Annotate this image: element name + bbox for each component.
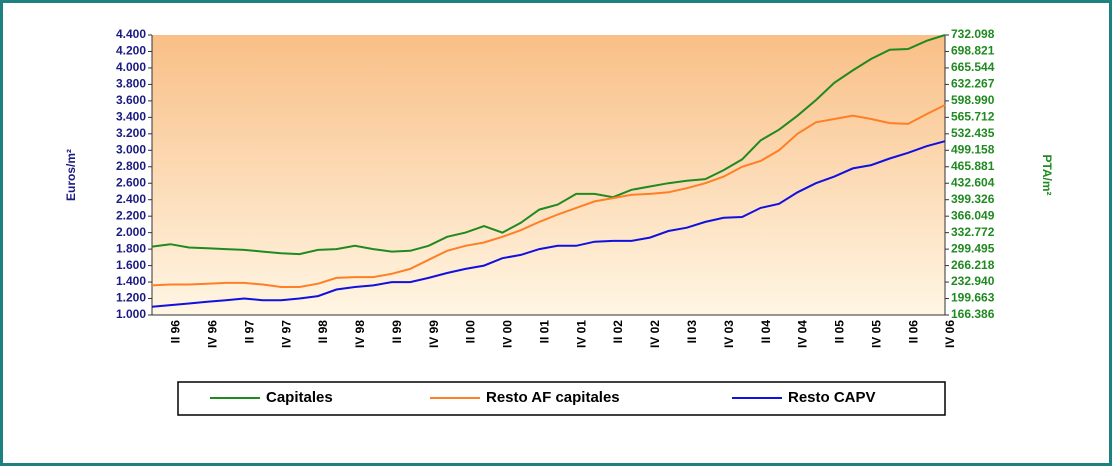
x-tick-label: II 04 — [759, 320, 773, 344]
y2-tick-label: 465.881 — [951, 159, 995, 173]
y2-tick-label: 532.435 — [951, 126, 995, 140]
y2-tick-label: 665.544 — [951, 60, 995, 74]
x-tick-label: II 02 — [611, 320, 625, 344]
y-tick-label: 2.000 — [116, 225, 146, 239]
y2-tick-label: 266.218 — [951, 258, 995, 272]
y2-tick-label: 166.386 — [951, 307, 995, 321]
x-tick-label: II 97 — [242, 320, 256, 344]
y2-tick-label: 732.098 — [951, 27, 995, 41]
y-tick-label: 2.400 — [116, 192, 146, 206]
legend — [177, 381, 946, 416]
y-tick-label: 4.000 — [116, 60, 146, 74]
y2-tick-label: 199.663 — [951, 291, 995, 305]
y-tick-label: 3.600 — [116, 93, 146, 107]
series-line — [151, 34, 946, 256]
y-tick-label: 3.400 — [116, 110, 146, 124]
y-tick-label: 2.800 — [116, 159, 146, 173]
y2-tick-label: 565.712 — [951, 110, 995, 124]
y-tick-label: 2.600 — [116, 175, 146, 189]
y-tick-label: 1.400 — [116, 274, 146, 288]
y2-tick-label: 632.267 — [951, 77, 995, 91]
x-tick-label: IV 99 — [427, 320, 441, 348]
y-tick-label: 3.200 — [116, 126, 146, 140]
y2-tick-label: 332.772 — [951, 225, 995, 239]
x-tick-label: IV 02 — [648, 320, 662, 348]
y-tick-label: 1.600 — [116, 258, 146, 272]
series-line — [151, 104, 946, 288]
legend-label: Resto CAPV — [788, 389, 876, 406]
x-tick-label: IV 03 — [722, 320, 736, 348]
x-tick-label: II 06 — [906, 320, 920, 344]
y-tick-label: 1.200 — [116, 291, 146, 305]
x-tick-label: IV 01 — [574, 320, 588, 348]
x-tick-label: II 96 — [169, 320, 183, 344]
x-tick-label: II 98 — [316, 320, 330, 344]
plot-area — [152, 35, 945, 315]
x-tick-label: IV 97 — [279, 320, 293, 348]
y-tick-label: 3.800 — [116, 77, 146, 91]
x-tick-label: II 00 — [464, 320, 478, 344]
x-tick-label: IV 98 — [353, 320, 367, 348]
y2-tick-label: 598.990 — [951, 93, 995, 107]
y2-tick-label: 399.326 — [951, 192, 995, 206]
y-tick-label: 1.800 — [116, 241, 146, 255]
y-tick-label: 3.000 — [116, 142, 146, 156]
y2-tick-label: 232.940 — [951, 274, 995, 288]
y2-tick-label: 432.604 — [951, 175, 995, 189]
x-tick-label: IV 05 — [869, 320, 883, 348]
series-line — [151, 140, 946, 308]
y-tick-label: 4.200 — [116, 44, 146, 58]
x-tick-label: II 05 — [833, 320, 847, 344]
y2-tick-label: 698.821 — [951, 44, 995, 58]
x-tick-label: IV 00 — [501, 320, 515, 348]
y-tick-label: 1.000 — [116, 307, 146, 321]
x-tick-label: II 03 — [685, 320, 699, 344]
x-tick-label: II 99 — [390, 320, 404, 344]
y2-axis-title: PTA/m² — [1040, 154, 1054, 195]
y-tick-label: 2.200 — [116, 208, 146, 222]
legend-label: Resto AF capitales — [486, 389, 620, 406]
x-tick-label: II 01 — [537, 320, 551, 344]
y2-tick-label: 499.158 — [951, 142, 995, 156]
x-tick-label: IV 04 — [796, 320, 810, 348]
x-tick-label: IV 06 — [943, 320, 957, 348]
x-tick-label: IV 96 — [205, 320, 219, 348]
y-tick-label: 4.400 — [116, 27, 146, 41]
y2-tick-label: 299.495 — [951, 241, 995, 255]
legend-label: Capitales — [266, 389, 333, 406]
y-axis-title: Euros/m² — [64, 149, 78, 201]
y2-tick-label: 366.049 — [951, 208, 995, 222]
